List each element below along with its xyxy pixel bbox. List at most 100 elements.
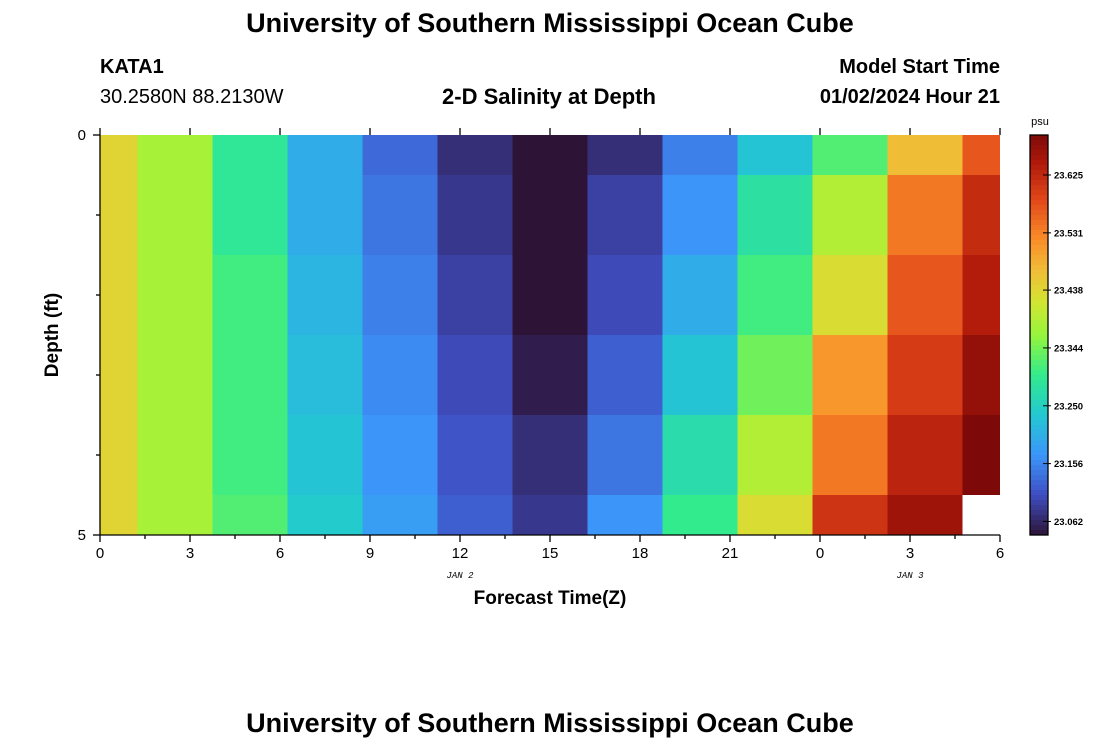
- date-label: JAN 3: [896, 571, 924, 581]
- colorbar-segment: [1030, 135, 1048, 141]
- colorbar-segment: [1030, 390, 1048, 396]
- heatmap-cell: [887, 255, 963, 335]
- heatmap-cell: [437, 415, 513, 495]
- heatmap-cell: [512, 135, 588, 175]
- colorbar-segment: [1030, 455, 1048, 461]
- heatmap-cell: [662, 175, 738, 255]
- heatmap-cell: [587, 255, 663, 335]
- colorbar-segment: [1030, 450, 1048, 456]
- heatmap-cell: [137, 255, 213, 335]
- colorbar-segment: [1030, 355, 1048, 361]
- heatmap-cell: [812, 335, 888, 415]
- y-tick-label: 5: [78, 527, 86, 544]
- x-tick-label: 3: [186, 545, 194, 562]
- x-tick-label: 21: [722, 545, 739, 562]
- colorbar-segment: [1030, 150, 1048, 156]
- colorbar-segment: [1030, 365, 1048, 371]
- colorbar-segment: [1030, 265, 1048, 271]
- heatmap-cell: [737, 135, 813, 175]
- colorbar-segment: [1030, 415, 1048, 421]
- heatmap-cell: [212, 495, 288, 535]
- colorbar-segment: [1030, 375, 1048, 381]
- colorbar-segment: [1030, 155, 1048, 161]
- y-axis-label: Depth (ft): [42, 293, 63, 377]
- colorbar-segment: [1030, 285, 1048, 291]
- heatmap-cell: [362, 335, 438, 415]
- colorbar-segment: [1030, 405, 1048, 411]
- colorbar-segment: [1030, 250, 1048, 256]
- heatmap-cell: [737, 495, 813, 535]
- colorbar-segment: [1030, 400, 1048, 406]
- colorbar-segment: [1030, 195, 1048, 201]
- heatmap-cell: [812, 495, 888, 535]
- colorbar-segment: [1030, 145, 1048, 151]
- x-tick-label: 3: [906, 545, 914, 562]
- heatmap-cell: [962, 415, 1000, 495]
- heatmap-cell: [512, 255, 588, 335]
- heatmap-cell: [437, 255, 513, 335]
- colorbar-segment: [1030, 310, 1048, 316]
- colorbar-segment: [1030, 485, 1048, 491]
- heatmap-cell: [887, 335, 963, 415]
- heatmap-cell: [137, 495, 213, 535]
- colorbar-segment: [1030, 275, 1048, 281]
- heatmap-cell: [512, 335, 588, 415]
- colorbar-tick-label: 23.250: [1054, 401, 1083, 412]
- x-tick-label: 12: [452, 545, 469, 562]
- colorbar-segment: [1030, 430, 1048, 436]
- heatmap-cell: [737, 335, 813, 415]
- chart-title: 2-D Salinity at Depth: [442, 84, 656, 109]
- heatmap-cell: [587, 175, 663, 255]
- heatmap-cell: [587, 335, 663, 415]
- colorbar-segment: [1030, 190, 1048, 196]
- colorbar-segment: [1030, 315, 1048, 321]
- heatmap-cell: [137, 135, 213, 175]
- colorbar-segment: [1030, 480, 1048, 486]
- colorbar-frame: [1029, 134, 1049, 536]
- heatmap-cell: [662, 335, 738, 415]
- colorbar-segment: [1030, 340, 1048, 346]
- colorbar-segment: [1030, 140, 1048, 146]
- colorbar-segment: [1030, 330, 1048, 336]
- colorbar-tick-label: 23.625: [1054, 171, 1084, 182]
- heatmap-cell: [737, 255, 813, 335]
- heatmap-cell: [512, 175, 588, 255]
- colorbar-segment: [1030, 385, 1048, 391]
- colorbar-segment: [1030, 165, 1048, 171]
- heatmap-cell: [100, 135, 138, 175]
- heatmap-cell: [662, 135, 738, 175]
- heatmap-cell: [100, 335, 138, 415]
- heatmap-cell: [437, 495, 513, 535]
- colorbar-segment: [1030, 425, 1048, 431]
- station-coordinates: 30.2580N 88.2130W: [100, 86, 284, 108]
- heatmap-cell: [662, 495, 738, 535]
- colorbar-segment: [1030, 520, 1048, 526]
- colorbar-segment: [1030, 160, 1048, 166]
- colorbar-segment: [1030, 170, 1048, 176]
- heatmap-cell: [287, 335, 363, 415]
- colorbar-segment: [1030, 465, 1048, 471]
- heatmap-cell: [137, 175, 213, 255]
- colorbar-segment: [1030, 260, 1048, 266]
- heatmap-cell: [362, 135, 438, 175]
- colorbar-segment: [1030, 435, 1048, 441]
- colorbar-segment: [1030, 345, 1048, 351]
- colorbar-segment: [1030, 460, 1048, 466]
- heatmap-cell: [287, 175, 363, 255]
- heatmap-cell: [587, 135, 663, 175]
- heatmap-cell: [587, 495, 663, 535]
- colorbar-segment: [1030, 210, 1048, 216]
- colorbar-segment: [1030, 350, 1048, 356]
- colorbar-tick-label: 23.344: [1054, 343, 1084, 354]
- colorbar-tick-label: 23.438: [1054, 286, 1083, 297]
- heatmap-cell: [212, 335, 288, 415]
- heatmap-cell: [362, 255, 438, 335]
- heatmap-cell: [962, 255, 1000, 335]
- heatmap-cell: [812, 135, 888, 175]
- colorbar-segment: [1030, 325, 1048, 331]
- heatmap-cell: [100, 175, 138, 255]
- colorbar-segment: [1030, 240, 1048, 246]
- heatmap-cell: [137, 335, 213, 415]
